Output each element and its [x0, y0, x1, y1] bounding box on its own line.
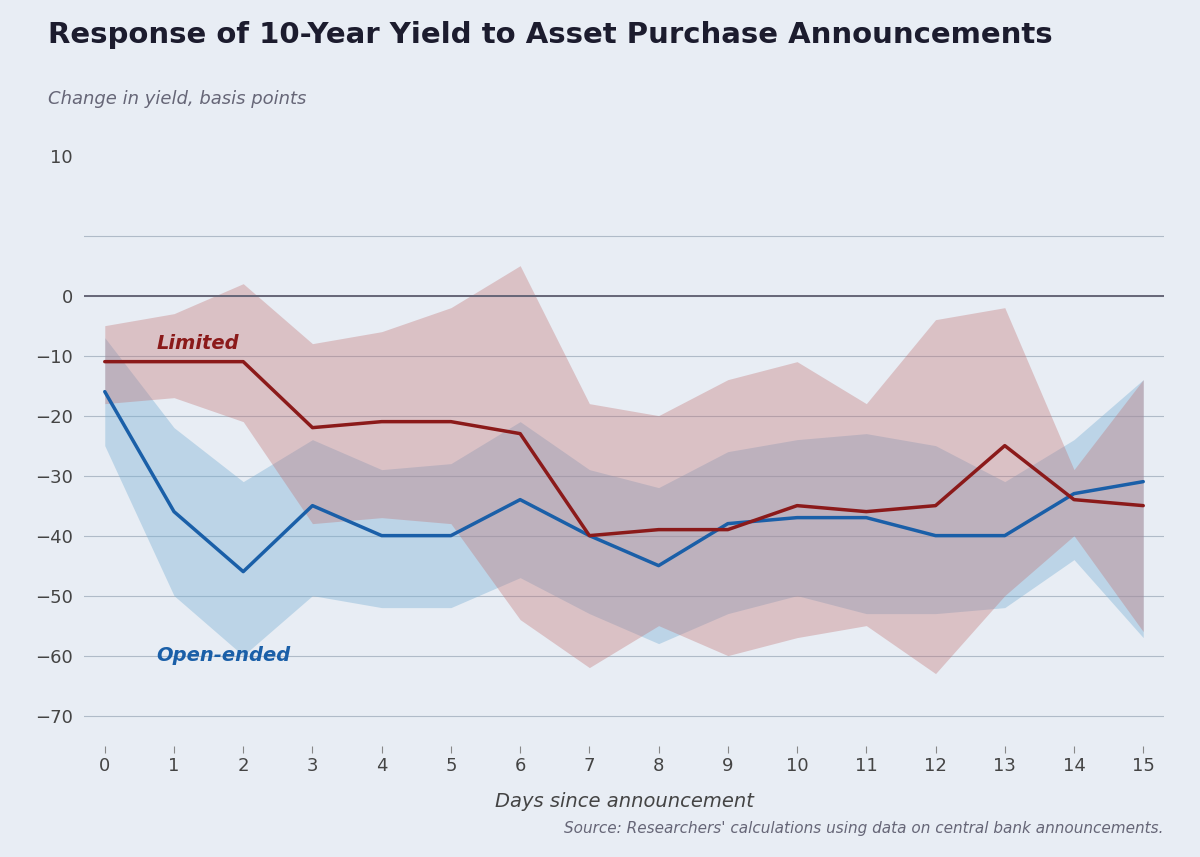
Text: Limited: Limited: [157, 334, 239, 353]
Text: Open-ended: Open-ended: [157, 646, 290, 665]
X-axis label: Days since announcement: Days since announcement: [494, 792, 754, 811]
Text: Source: Researchers' calculations using data on central bank announcements.: Source: Researchers' calculations using …: [564, 820, 1164, 836]
Text: Change in yield, basis points: Change in yield, basis points: [48, 90, 306, 108]
Text: Response of 10-Year Yield to Asset Purchase Announcements: Response of 10-Year Yield to Asset Purch…: [48, 21, 1052, 50]
Text: 10: 10: [50, 149, 73, 167]
